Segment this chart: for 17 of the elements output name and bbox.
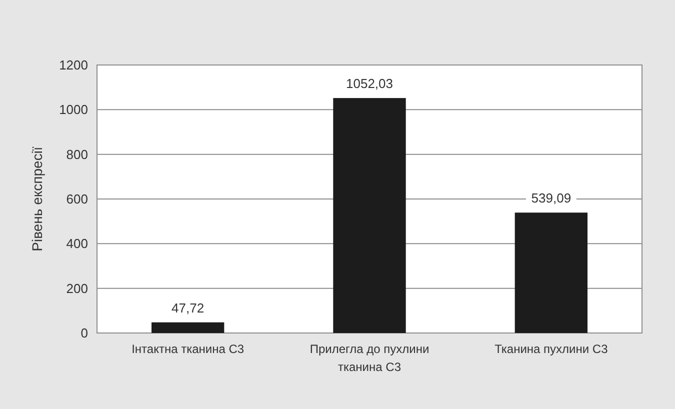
y-axis-title: Рівень експресії <box>29 146 45 252</box>
y-tick-label: 0 <box>80 326 88 341</box>
y-tick-label: 400 <box>66 236 88 252</box>
x-tick-label: Прилегла до пухлини тканина С3 <box>310 342 430 374</box>
y-tick-label: 200 <box>66 280 88 296</box>
x-tick-label: Тканина пухлини С3 <box>494 342 608 356</box>
bar <box>333 98 406 333</box>
y-tick-label: 1000 <box>59 102 88 118</box>
y-tick-label: 1200 <box>59 58 88 73</box>
data-label: 539,09 <box>531 190 572 206</box>
y-tick-label: 600 <box>66 192 88 207</box>
bar <box>152 322 224 333</box>
data-label: 47,72 <box>172 300 204 316</box>
y-tick-label: 800 <box>66 146 88 162</box>
data-label: 1052,03 <box>346 76 393 92</box>
bar <box>514 212 588 333</box>
x-tick-label: Інтактна тканина С3 <box>132 342 244 356</box>
